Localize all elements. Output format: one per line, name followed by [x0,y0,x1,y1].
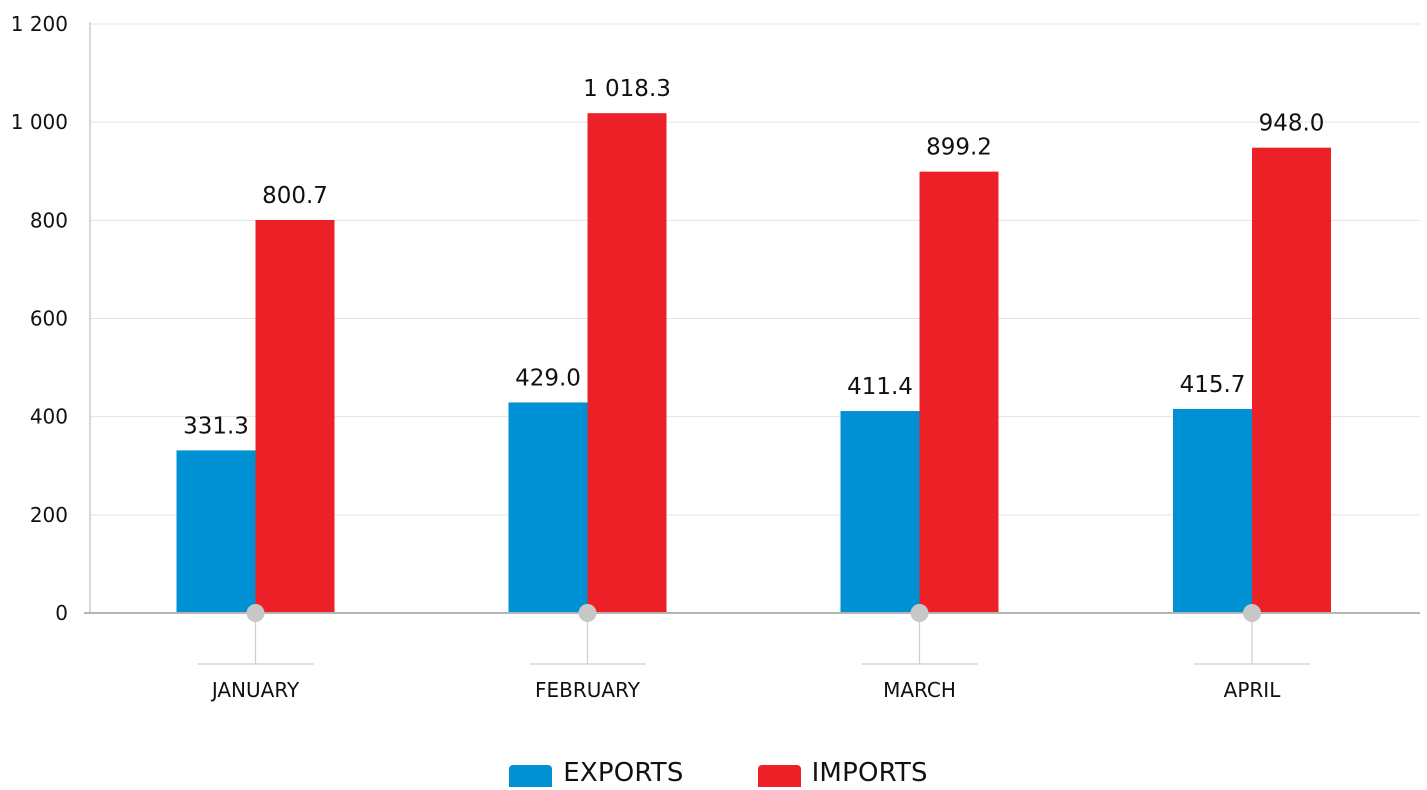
category-marker-dot [578,604,597,622]
y-tick-label: 1 200 [11,12,68,36]
legend-swatch-exports [509,765,553,787]
imports-bar [255,219,335,613]
exports-value-label: 415.7 [1180,372,1246,398]
legend-label-imports: IMPORTS [811,758,928,788]
exports-bar [840,411,920,613]
category-marker-dot [1243,604,1261,622]
y-tick-label: 1 000 [11,110,68,134]
y-tick-label: 800 [30,208,68,232]
category-marker-dot [246,604,265,622]
legend-swatch-imports [757,765,801,787]
exports-value-label: 429.0 [515,365,581,391]
imports-value-label: 948.0 [1259,111,1325,137]
y-tick-label: 0 [55,601,68,625]
imports-bar [919,171,999,613]
exports-bar [508,402,588,613]
exports-bar [176,450,256,613]
imports-value-label: 899.2 [926,135,992,161]
y-tick-label: 200 [30,503,68,527]
imports-bar [587,113,667,613]
imports-bar [1252,147,1331,613]
legend-item-exports: EXPORTS [509,756,683,790]
exports-bar [1173,408,1252,613]
exports-value-label: 331.3 [183,413,249,439]
y-tick-label: 600 [30,307,68,331]
category-marker-dot [910,604,929,622]
imports-value-label: 1 018.3 [583,76,671,102]
legend-label-exports: EXPORTS [563,758,684,788]
exports-value-label: 411.4 [847,374,913,400]
x-tick-label: FEBRUARY [535,678,641,702]
x-tick-label: APRIL [1224,678,1282,702]
bar-chart: 0 200 400 600 800 1 000 1 200 331.3 429.0 411.4 41… [11,12,1420,702]
x-tick-label: JANUARY [210,678,300,702]
y-tick-label: 400 [30,405,68,429]
x-tick-label: MARCH [883,678,956,702]
imports-value-label: 800.7 [262,183,328,209]
legend-item-imports: IMPORTS [757,756,928,790]
legend: EXPORTS IMPORTS [0,756,1427,790]
